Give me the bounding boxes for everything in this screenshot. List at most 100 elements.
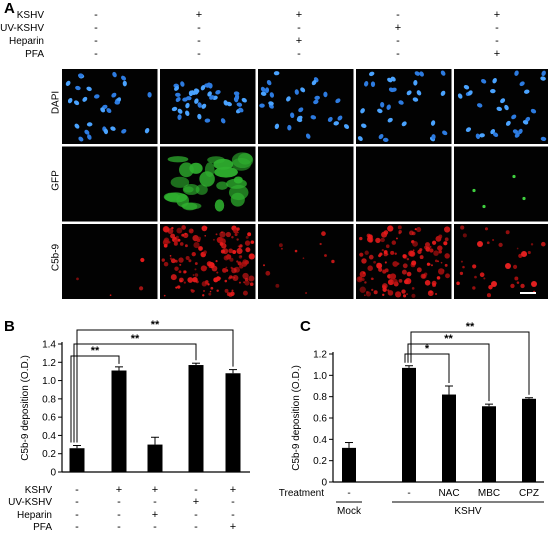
chart-b-condition-sign: + [193, 496, 199, 508]
chart-c-significance-bracket [404, 353, 450, 383]
chart-b-condition-sign: - [153, 521, 157, 533]
chart-c-bar [442, 394, 456, 482]
chart-b-condition-sign: - [194, 509, 198, 521]
chart-b-significance-bracket [76, 329, 234, 443]
chart-c-bar [342, 447, 356, 482]
chart-c-bar [402, 367, 416, 482]
micrograph-cell [62, 146, 158, 222]
chart-c-y-tick-label: 1.2 [313, 350, 327, 361]
micrograph-content [76, 257, 145, 296]
chart-c-y-tick-label: 0.6 [313, 414, 327, 425]
micrograph-content [356, 225, 451, 298]
panel-b-letter: B [4, 318, 15, 335]
chart-b-condition-sign: + [152, 484, 158, 496]
chart-b-significance-label: ** [131, 333, 140, 345]
chart-c-treatment-value: - [347, 488, 350, 499]
panel-a-sign: - [297, 22, 301, 34]
panel-a-sign: - [197, 48, 201, 60]
chart-b-condition-sign: - [117, 509, 121, 521]
chart-c-y-tick-label: 0.8 [313, 392, 327, 403]
panel-a-sign: + [195, 9, 203, 21]
panel-a-sign: - [94, 35, 98, 47]
chart-b-condition-label: Heparin [17, 510, 52, 521]
panel-a-sign: - [495, 22, 499, 34]
chart-b-significance-label: ** [151, 319, 160, 331]
panel-a-sign: + [493, 9, 501, 21]
micrograph-cell [356, 69, 452, 144]
chart-b-bar [69, 448, 85, 472]
chart-c-y-label: C5b-9 deposition (O.D.) [291, 365, 302, 471]
micrograph-svg [62, 69, 550, 299]
chart-c-y-tick-label: 1.0 [313, 371, 327, 382]
chart-b-condition-sign: + [230, 521, 236, 533]
micrograph-content [357, 70, 448, 143]
chart-b-condition-sign: - [75, 484, 79, 496]
chart-c-group-label: KSHV [454, 506, 482, 517]
micrograph-content [171, 81, 247, 124]
panel-a-sign: - [94, 9, 98, 21]
row-label-gfp: GFP [50, 170, 62, 191]
chart-b-y-tick-label: 0 [50, 468, 56, 479]
micrograph-cell [454, 146, 550, 222]
chart-c-y-tick-label: 0.2 [313, 456, 327, 467]
chart-b-condition-sign: - [153, 496, 157, 508]
chart-c-y-tick-label: 0 [321, 478, 327, 489]
chart-b-significance-label: ** [91, 345, 100, 357]
chart-b-condition-sign: - [75, 509, 79, 521]
chart-c-significance-bracket [410, 331, 530, 395]
panel-a-sign: - [495, 35, 499, 47]
chart-b-condition-sign: - [231, 496, 235, 508]
chart-b-condition-sign: - [75, 521, 79, 533]
chart-b-condition-sign: - [194, 484, 198, 496]
chart-b-condition-sign: - [231, 509, 235, 521]
panel-a-sign: - [297, 48, 301, 60]
panel-a-sign: - [396, 35, 400, 47]
panel-a-sign: - [396, 9, 400, 21]
chart-b-condition-sign: - [194, 521, 198, 533]
chart-b-condition-sign: - [117, 521, 121, 533]
chart-c-significance-label: ** [444, 333, 453, 345]
chart-b-condition-sign: + [116, 484, 122, 496]
micrograph-cell [258, 69, 354, 144]
chart-b-condition-sign: - [117, 496, 121, 508]
micrograph-cell [454, 69, 550, 144]
chart-c-bar [522, 398, 536, 482]
chart-c-bar [482, 406, 496, 482]
chart-b-y-tick-label: 0.2 [42, 449, 56, 460]
chart-b: 0 0.2 0.4 0.6 0.8 1.0 1.2 1.4 C5b-9 deposition (… [8, 319, 250, 533]
micrograph-grid [62, 69, 550, 301]
chart-c-significance-label: ** [466, 321, 475, 333]
micrograph-content [161, 225, 255, 297]
chart-b-y-tick-label: 0.4 [42, 431, 56, 442]
row-label-c5b9: C5b-9 [50, 243, 62, 272]
panel-a-sign: - [94, 48, 98, 60]
micrograph-content [456, 225, 546, 298]
micrograph-content [65, 71, 152, 142]
panel-a-sign: - [396, 48, 400, 60]
chart-c-significance-bracket [407, 343, 490, 402]
chart-b-y-tick-label: 1.2 [42, 358, 56, 369]
chart-c-treatment-label: Treatment [279, 488, 324, 499]
micrograph-cell [258, 224, 354, 299]
row-label-dapi: DAPI [50, 90, 62, 115]
chart-b-y-label: C5b-9 deposition (O.D.) [20, 355, 31, 461]
chart-b-condition-label: UV-KSHV [8, 497, 52, 508]
chart-c-group-label: Mock [337, 506, 362, 517]
chart-c-y-tick-label: 0.4 [313, 435, 327, 446]
micrograph-cell [454, 224, 550, 299]
chart-c-treatment-value: NAC [438, 488, 459, 499]
chart-b-condition-label: KSHV [25, 485, 53, 496]
panel-a-sign: - [197, 22, 201, 34]
chart-b-condition-sign: + [230, 484, 236, 496]
panel-a-sign: + [295, 9, 303, 21]
chart-b-bar [111, 370, 127, 472]
micrograph-cell [356, 146, 452, 222]
micrograph-content [163, 152, 254, 212]
chart-b-y-tick-label: 0.6 [42, 413, 56, 424]
chart-b-y-tick-label: 1.0 [42, 376, 56, 387]
panel-a-sign: - [197, 35, 201, 47]
panel-a-letter: A [4, 0, 15, 17]
micrograph-content [259, 71, 350, 139]
panel-a-sign: + [295, 35, 303, 47]
micrograph-cell [160, 69, 256, 144]
